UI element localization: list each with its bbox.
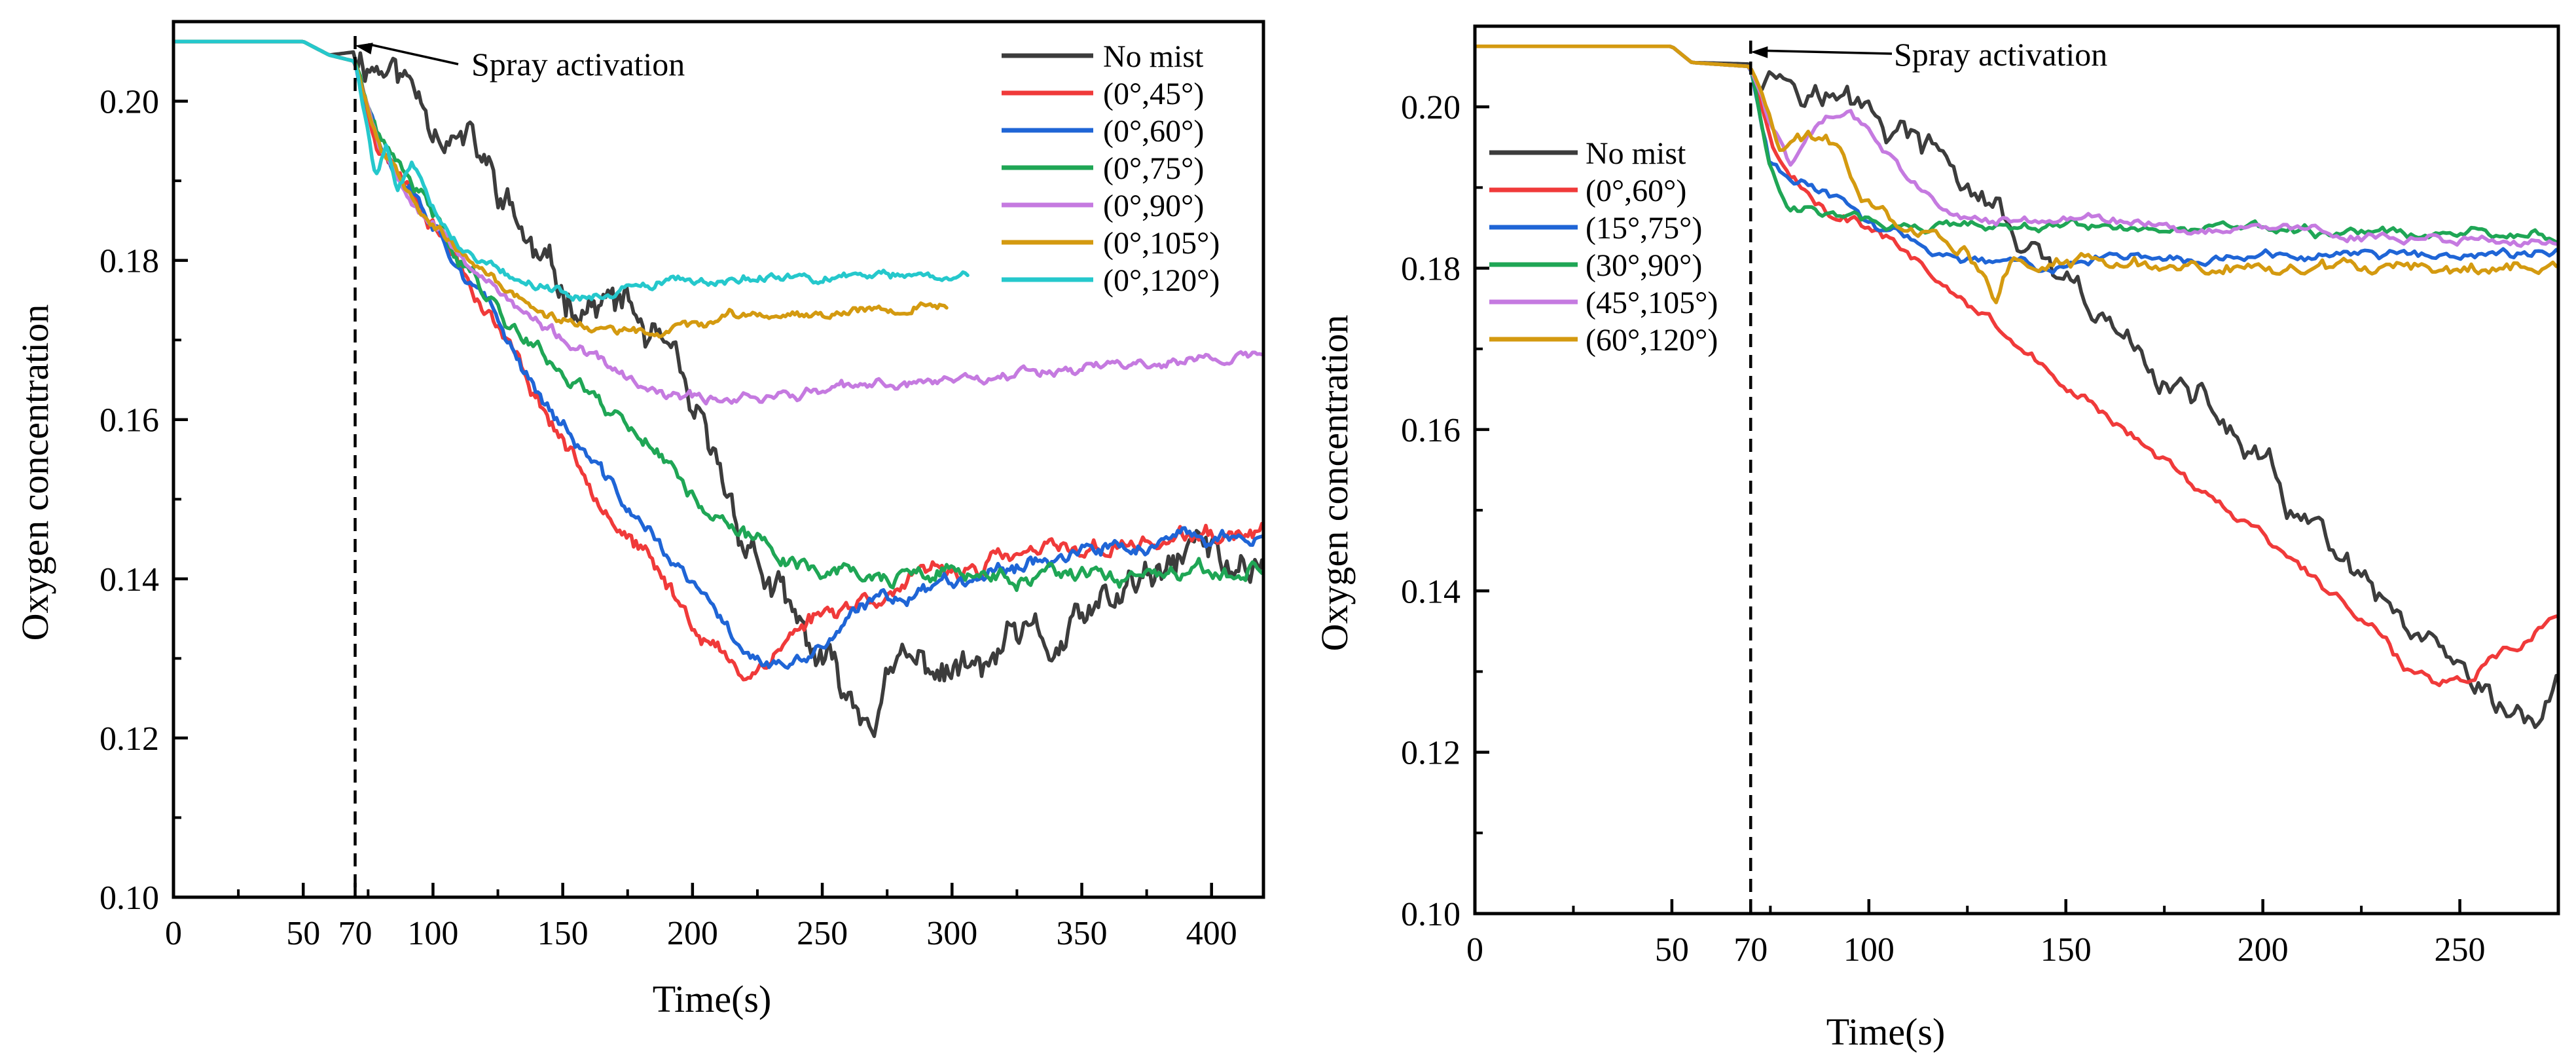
chart-right-legend: No mist(0°,60°)(15°,75°)(30°,90°)(45°,10… xyxy=(1489,136,1718,358)
chart-right-legend-label-5: (60°,120°) xyxy=(1586,323,1718,358)
chart-left-series-line-6 xyxy=(173,39,970,302)
chart-left-series-layer xyxy=(173,39,1263,738)
chart-left-series-line-3 xyxy=(173,39,1263,592)
chart-left-legend-label-0: No mist xyxy=(1103,39,1204,74)
chart-right-xtick-label: 200 xyxy=(2238,931,2289,969)
chart-left-ytick-label: 0.16 xyxy=(100,402,159,439)
chart-left-legend-label-6: (0°,120°) xyxy=(1103,263,1220,298)
chart-right-xtick-label: 50 xyxy=(1655,931,1689,969)
chart-left-xtick-label: 200 xyxy=(667,915,718,952)
chart-right-legend-label-3: (30°,90°) xyxy=(1586,248,1702,283)
chart-left-ytick-label: 0.20 xyxy=(100,84,159,121)
chart-right-ytick-label: 0.12 xyxy=(1401,735,1460,772)
chart-left-frame xyxy=(172,20,1265,899)
chart-left-xtick-label: 70 xyxy=(338,915,372,952)
chart-right-annotation-arrow xyxy=(1764,49,1893,55)
chart-right-xtick-label: 250 xyxy=(2435,931,2486,969)
chart-right-xtick-label: 0 xyxy=(1466,931,1483,969)
chart-left-ytick-label: 0.12 xyxy=(100,720,159,758)
chart-left-legend-label-2: (0°,60°) xyxy=(1103,114,1204,149)
chart-right-annotation-text: Spray activation xyxy=(1894,36,2107,73)
chart-right-ytick-label: 0.16 xyxy=(1401,412,1460,449)
chart-right-ytick-label: 0.14 xyxy=(1401,573,1460,610)
chart-right-annotation-arrowhead xyxy=(1751,46,1768,58)
chart-left-legend-label-3: (0°,75°) xyxy=(1103,151,1204,186)
chart-right-xtick-label: 150 xyxy=(2041,931,2092,969)
chart-left-annotation-text: Spray activation xyxy=(471,46,685,83)
chart-left-series-line-1 xyxy=(173,39,1263,682)
chart-left-series-line-0 xyxy=(173,39,1263,738)
chart-right-xtick-label: 100 xyxy=(1843,931,1895,969)
chart-left-ytick-label: 0.18 xyxy=(100,243,159,280)
chart-left-series-line-4 xyxy=(173,39,1263,406)
chart-right-legend-label-1: (0°,60°) xyxy=(1586,174,1686,208)
chart-right-ytick-label: 0.20 xyxy=(1401,89,1460,126)
chart-left-legend: No mist(0°,45°)(0°,60°)(0°,75°)(0°,90°)(… xyxy=(1002,39,1220,298)
chart-right-frame xyxy=(1473,24,2560,916)
chart-left-legend-label-4: (0°,90°) xyxy=(1103,189,1204,223)
chart-left-legend-label-1: (0°,45°) xyxy=(1103,77,1204,111)
chart-right-series-layer xyxy=(1475,45,2558,730)
chart-left-xtick-label: 250 xyxy=(797,915,848,952)
chart-left: 0 50 70 100 150 200 250 300 350 400 0.10 0.12 0.14 0.… xyxy=(14,20,1265,1020)
chart-right-legend-label-4: (45°,105°) xyxy=(1586,286,1718,320)
chart-left-xtick-label: 0 xyxy=(165,915,182,952)
chart-right-ytick-label: 0.10 xyxy=(1401,896,1460,933)
chart-left-xtick-label: 50 xyxy=(286,915,320,952)
chart-right-ylabel: Oxygen concentration xyxy=(1313,315,1356,652)
chart-left-xtick-label: 400 xyxy=(1186,915,1237,952)
chart-right-ticks: 0 50 70 100 150 200 250 0.10 0.12 0.14 0.16 0.18 0.2… xyxy=(1401,89,2486,969)
chart-left-xlabel: Time(s) xyxy=(653,978,772,1020)
chart-left-xtick-label: 350 xyxy=(1057,915,1108,952)
chart-left-annotation-arrow xyxy=(368,43,459,65)
chart-right-ytick-label: 0.18 xyxy=(1401,251,1460,288)
chart-left-ytick-label: 0.10 xyxy=(100,880,159,917)
chart-left-annotation-arrowhead xyxy=(355,43,373,54)
chart-right-series-line-5 xyxy=(1475,45,2558,305)
chart-right-xlabel: Time(s) xyxy=(1826,1011,1946,1053)
chart-left-xtick-label: 300 xyxy=(926,915,977,952)
chart-left-xtick-label: 100 xyxy=(407,915,458,952)
chart-left-ytick-label: 0.14 xyxy=(100,561,159,599)
chart-right: 0 50 70 100 150 200 250 0.10 0.12 0.14 0.16 0.18 0.2… xyxy=(1313,24,2560,1053)
chart-left-series-line-2 xyxy=(173,39,1263,670)
chart-left-legend-label-5: (0°,105°) xyxy=(1103,226,1220,261)
chart-right-legend-label-2: (15°,75°) xyxy=(1586,211,1702,246)
chart-left-annotation: Spray activation xyxy=(355,43,685,83)
chart-left-ticks: 0 50 70 100 150 200 250 300 350 400 0.10 0.12 0.14 0.… xyxy=(100,84,1237,952)
chart-left-xtick-label: 150 xyxy=(537,915,589,952)
chart-right-legend-label-0: No mist xyxy=(1586,136,1686,171)
chart-left-ylabel: Oxygen concentration xyxy=(14,305,56,641)
chart-right-annotation: Spray activation xyxy=(1751,36,2107,73)
chart-right-xtick-label: 70 xyxy=(1733,931,1768,969)
